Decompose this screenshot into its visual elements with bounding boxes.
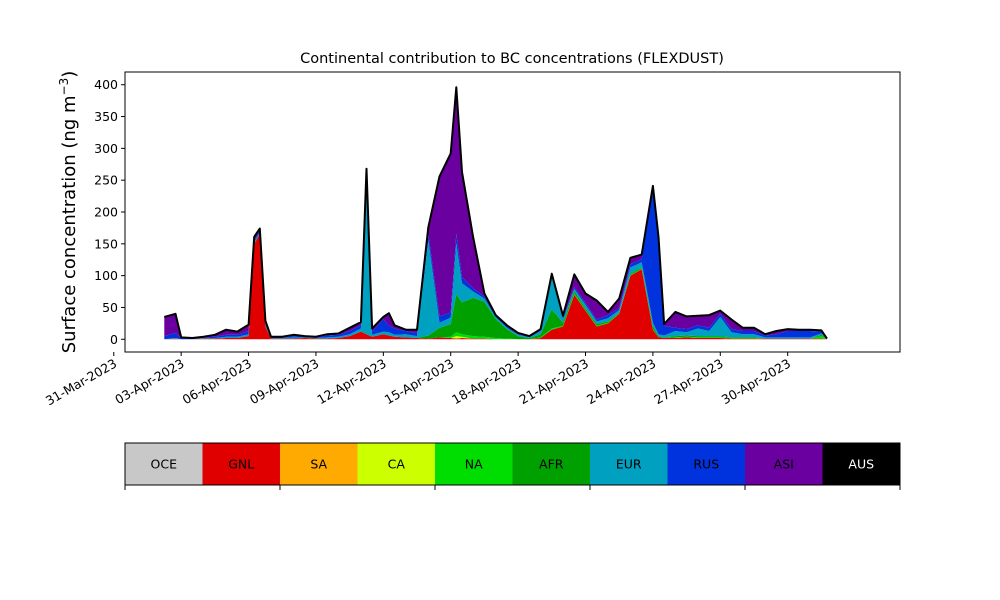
y-axis-label-exponent: −3 xyxy=(57,78,71,96)
y-axis-label: Surface concentration (ng m−3) xyxy=(57,71,80,354)
legend-label-ca: CA xyxy=(388,457,406,472)
legend-swatch-ca xyxy=(357,443,436,485)
legend-swatch-oce xyxy=(125,443,203,485)
total-concentration-line xyxy=(164,86,828,340)
y-tick-label: 250 xyxy=(94,173,118,188)
legend-label-gnl: GNL xyxy=(228,457,254,472)
y-axis-label-text: Surface concentration (ng m xyxy=(59,95,80,353)
legend-swatch-aus xyxy=(822,443,901,485)
legend-swatch-na xyxy=(435,443,513,485)
y-tick-label: 150 xyxy=(94,236,118,251)
legend-label-asi: ASI xyxy=(774,457,794,472)
area-rus xyxy=(164,171,828,340)
legend-swatch-asi xyxy=(745,443,823,485)
y-tick-label: 400 xyxy=(94,77,118,92)
stacked-areas xyxy=(164,87,828,340)
legend-label-aus: AUS xyxy=(848,457,874,472)
color-legend: OCE GNL SA CA NA AFR EUR RUS ASI AUS xyxy=(124,442,901,490)
legend-label-eur: EUR xyxy=(616,457,642,472)
y-tick-label: 50 xyxy=(102,300,118,315)
legend-label-afr: AFR xyxy=(539,457,564,472)
legend-label-na: NA xyxy=(465,457,483,472)
legend-swatch-eur xyxy=(590,443,668,485)
legend-swatch-sa xyxy=(280,443,358,485)
y-tick-label: 200 xyxy=(94,205,118,220)
chart-title: Continental contribution to BC concentra… xyxy=(300,51,724,67)
y-tick-label: 0 xyxy=(110,332,118,347)
legend-swatch-rus xyxy=(667,443,746,485)
legend-frame xyxy=(124,442,901,486)
y-tick-label: 300 xyxy=(94,141,118,156)
legend-swatch-gnl xyxy=(202,443,281,485)
y-axis-label-close: ) xyxy=(59,71,80,78)
y-axis: 0 50 100 150 200 250 300 350 400 xyxy=(94,77,125,347)
legend-label-rus: RUS xyxy=(693,457,719,472)
y-tick-label: 350 xyxy=(94,109,118,124)
legend-label-oce: OCE xyxy=(151,457,178,472)
y-tick-label: 100 xyxy=(94,268,118,283)
legend-label-sa: SA xyxy=(310,457,327,472)
legend-swatch-afr xyxy=(512,443,591,485)
